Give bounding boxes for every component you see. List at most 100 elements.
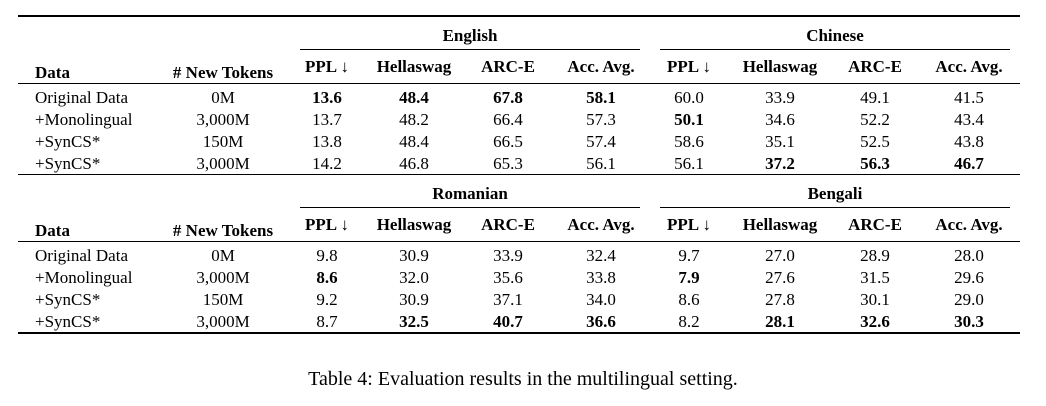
row-tokens: 150M xyxy=(202,131,244,151)
row-label: +SynCS* xyxy=(35,311,101,331)
lang-header-label: Chinese xyxy=(660,25,1010,50)
metric-value: 48.4 xyxy=(399,131,429,151)
metric-value: 43.4 xyxy=(954,109,984,129)
col-header-data: Data xyxy=(18,16,156,84)
row-label: +SynCS* xyxy=(35,289,101,309)
lang-header-english: English xyxy=(290,16,650,50)
metric-value: 52.2 xyxy=(860,109,890,129)
metric-value: 32.6 xyxy=(860,311,890,331)
row-tokens: 3,000M xyxy=(196,109,250,129)
metric-value: 58.6 xyxy=(674,131,704,151)
metric-value: 40.7 xyxy=(493,311,523,331)
metric-header-arce: ARC-E xyxy=(832,50,918,84)
metric-value: 27.8 xyxy=(765,289,795,309)
metric-value: 60.0 xyxy=(674,88,704,107)
metric-value: 8.7 xyxy=(316,311,338,331)
metric-value: 43.8 xyxy=(954,131,984,151)
lang-header-chinese: Chinese xyxy=(650,16,1020,50)
row-tokens: 3,000M xyxy=(156,152,290,175)
row-label: +Monolingual xyxy=(35,109,133,129)
col-header-tokens: # New Tokens xyxy=(156,16,290,84)
lang-header-romanian: Romanian xyxy=(290,175,650,208)
row-tokens: 3,000M xyxy=(196,311,250,331)
metric-value: 57.3 xyxy=(586,109,616,129)
metric-value: 8.2 xyxy=(678,311,700,331)
metric-value: 35.1 xyxy=(765,131,795,151)
col-header-tokens: # New Tokens xyxy=(156,174,290,242)
metric-value: 37.2 xyxy=(728,152,832,175)
metric-value: 9.8 xyxy=(316,246,338,265)
table-caption: Table 4: Evaluation results in the multi… xyxy=(308,368,738,390)
metric-value: 8.6 xyxy=(316,267,338,287)
metric-header-arce: ARC-E xyxy=(832,208,918,242)
table-row: +SynCS* 150M 9.2 30.9 37.1 34.0 8.6 27.8… xyxy=(18,289,1020,311)
metric-value: 57.4 xyxy=(586,131,616,151)
table-row: +SynCS* 3,000M 14.2 46.8 65.3 56.1 56.1 … xyxy=(18,152,1020,175)
metric-value: 30.3 xyxy=(954,311,984,331)
row-label: +SynCS* xyxy=(18,152,156,175)
metric-value: 29.0 xyxy=(954,289,984,309)
metric-header-hellaswag: Hellaswag xyxy=(364,50,464,84)
metric-value: 67.8 xyxy=(493,88,523,107)
metric-value: 49.1 xyxy=(860,88,890,107)
metric-value: 36.6 xyxy=(586,311,616,331)
metric-value: 56.3 xyxy=(832,152,918,175)
metric-value: 31.5 xyxy=(860,267,890,287)
metric-header-ppl: PPL ↓ xyxy=(290,208,364,242)
multilingual-results-table: Data # New Tokens English Chinese PPL ↓ … xyxy=(18,15,1020,334)
row-tokens: 150M xyxy=(202,289,244,309)
lang-header-label: Romanian xyxy=(300,183,640,208)
metric-header-accavg: Acc. Avg. xyxy=(918,208,1020,242)
metric-value: 32.0 xyxy=(399,267,429,287)
metric-value: 37.1 xyxy=(493,289,523,309)
lang-header-label: Bengali xyxy=(660,183,1010,208)
metric-value: 48.2 xyxy=(399,109,429,129)
metric-value: 48.4 xyxy=(399,88,429,107)
metric-value: 28.1 xyxy=(765,311,795,331)
row-label: Original Data xyxy=(35,246,128,265)
metric-value: 65.3 xyxy=(464,152,552,175)
metric-value: 7.9 xyxy=(678,267,700,287)
metric-value: 34.6 xyxy=(765,109,795,129)
metric-value: 28.9 xyxy=(860,246,890,265)
table-row: Original Data 0M 9.8 30.9 33.9 32.4 9.7 … xyxy=(18,242,1020,267)
metric-header-accavg: Acc. Avg. xyxy=(918,50,1020,84)
table-row: Original Data 0M 13.6 48.4 67.8 58.1 60.… xyxy=(18,84,1020,109)
metric-value: 29.6 xyxy=(954,267,984,287)
metric-value: 41.5 xyxy=(954,88,984,107)
metric-value: 52.5 xyxy=(860,131,890,151)
metric-header-hellaswag: Hellaswag xyxy=(364,208,464,242)
metric-value: 33.8 xyxy=(586,267,616,287)
header-row-languages: Data # New Tokens English Chinese xyxy=(18,16,1020,84)
table-row: +SynCS* 3,000M 8.7 32.5 40.7 36.6 8.2 28… xyxy=(18,311,1020,334)
row-tokens: 0M xyxy=(211,88,235,107)
metric-value: 30.1 xyxy=(860,289,890,309)
metric-value: 46.8 xyxy=(364,152,464,175)
metric-value: 27.0 xyxy=(765,246,795,265)
table-row: +SynCS* 150M 13.8 48.4 66.5 57.4 58.6 35… xyxy=(18,131,1020,153)
row-label: Original Data xyxy=(35,88,128,107)
metric-header-ppl: PPL ↓ xyxy=(650,50,728,84)
metric-header-hellaswag: Hellaswag xyxy=(728,50,832,84)
metric-value: 35.6 xyxy=(493,267,523,287)
row-tokens: 0M xyxy=(211,246,235,265)
metric-header-hellaswag: Hellaswag xyxy=(728,208,832,242)
metric-value: 30.9 xyxy=(399,289,429,309)
metric-value: 14.2 xyxy=(290,152,364,175)
metric-value: 32.5 xyxy=(399,311,429,331)
metric-header-arce: ARC-E xyxy=(464,208,552,242)
metric-value: 9.7 xyxy=(678,246,700,265)
metric-value: 56.1 xyxy=(650,152,728,175)
header-row-metrics: PPL ↓ Hellaswag ARC-E Acc. Avg. PPL ↓ He… xyxy=(18,50,1020,84)
metric-value: 56.1 xyxy=(552,152,650,175)
metric-header-ppl: PPL ↓ xyxy=(650,208,728,242)
metric-header-ppl: PPL ↓ xyxy=(290,50,364,84)
col-header-data: Data xyxy=(18,174,156,242)
metric-header-arce: ARC-E xyxy=(464,50,552,84)
metric-value: 46.7 xyxy=(918,152,1020,175)
metric-value: 30.9 xyxy=(399,246,429,265)
row-tokens: 3,000M xyxy=(196,267,250,287)
metric-value: 13.6 xyxy=(312,88,342,107)
metric-value: 34.0 xyxy=(586,289,616,309)
metric-value: 27.6 xyxy=(765,267,795,287)
